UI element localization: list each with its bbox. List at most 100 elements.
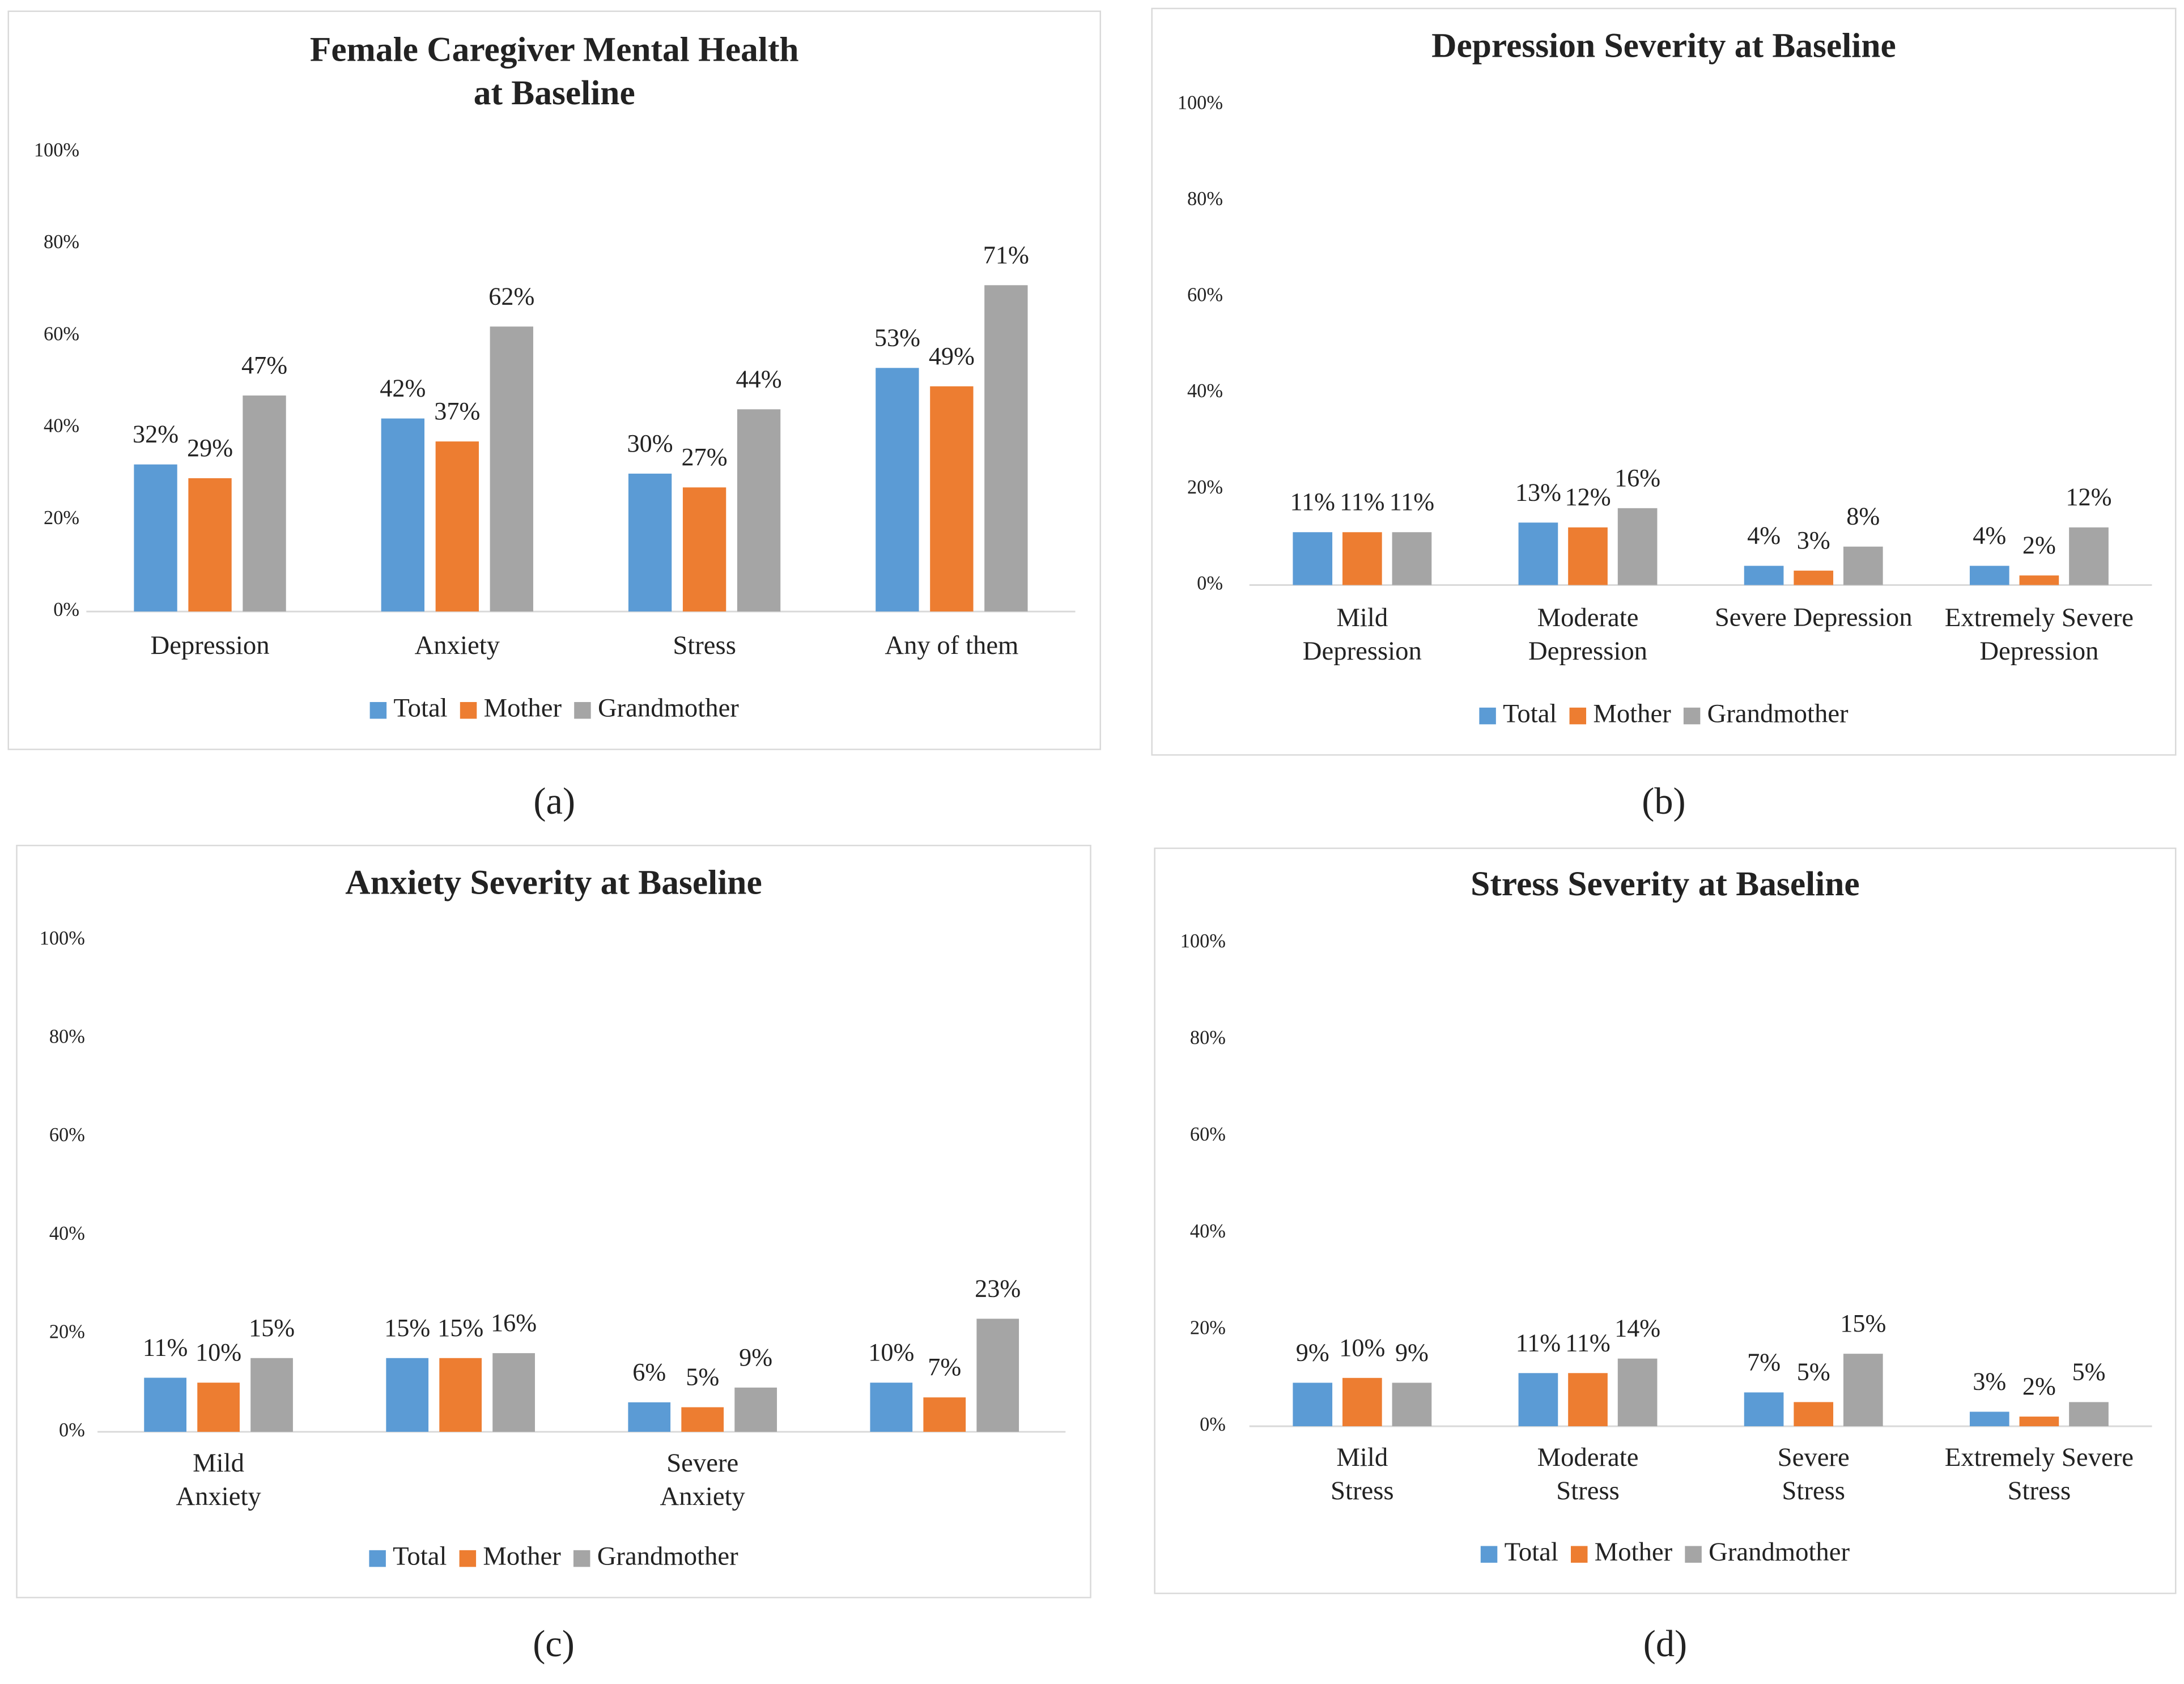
legend-label: Grandmother — [1709, 1537, 1850, 1567]
data-label: 44% — [736, 365, 782, 393]
bar — [870, 1383, 913, 1432]
bar — [381, 418, 425, 612]
data-label: 11% — [1390, 488, 1434, 516]
data-label: 71% — [983, 241, 1029, 269]
y-tick-label: 100% — [34, 139, 79, 161]
x-tick-label: Any of them — [885, 631, 1018, 660]
bar — [682, 487, 726, 612]
y-tick-label: 20% — [1187, 477, 1223, 498]
x-tick-label: Mild Depression — [1303, 603, 1422, 666]
y-tick-label: 40% — [1190, 1221, 1226, 1242]
bar — [1969, 1411, 2009, 1427]
bar — [2019, 1417, 2059, 1427]
chart-panel — [1151, 7, 2177, 756]
panel-label: (d) — [1643, 1623, 1687, 1665]
data-label: 62% — [488, 282, 534, 310]
legend-label: Mother — [483, 1541, 561, 1571]
y-tick-label: 60% — [44, 323, 79, 345]
data-label: 4% — [1973, 522, 2006, 550]
data-label: 16% — [1614, 464, 1660, 492]
bar — [439, 1358, 482, 1432]
bar — [876, 368, 919, 612]
bar — [1392, 1383, 1432, 1427]
legend-swatch — [369, 701, 387, 719]
data-label: 15% — [249, 1314, 295, 1342]
chart-title: Stress Severity at Baseline — [1471, 865, 1860, 903]
y-tick-label: 60% — [1190, 1124, 1226, 1145]
bar — [1342, 1377, 1382, 1427]
legend-label: Total — [393, 693, 447, 722]
bar — [386, 1358, 429, 1432]
bar — [1794, 571, 1834, 585]
x-tick-label: Severe Anxiety — [660, 1448, 745, 1511]
chart-title: Anxiety Severity at Baseline — [345, 864, 762, 902]
data-label: 9% — [1296, 1338, 1329, 1366]
y-tick-label: 20% — [1190, 1317, 1226, 1338]
data-label: 32% — [133, 420, 179, 448]
y-tick-label: 100% — [1180, 930, 1226, 952]
data-label: 8% — [1846, 503, 1880, 530]
bar — [976, 1319, 1019, 1432]
y-tick-label: 80% — [49, 1026, 85, 1048]
bar — [134, 464, 177, 612]
data-label: 10% — [196, 1338, 241, 1366]
bar — [737, 409, 781, 612]
bar — [628, 1402, 671, 1432]
data-label: 5% — [686, 1363, 719, 1391]
data-label: 11% — [143, 1333, 188, 1361]
panel-label: (c) — [533, 1623, 575, 1665]
legend-swatch — [369, 1550, 386, 1567]
y-tick-label: 40% — [44, 415, 79, 437]
bar — [1843, 546, 1883, 585]
bar — [1518, 1373, 1558, 1427]
x-tick-label: Extremely Severe Depression — [1945, 603, 2134, 666]
chart-panel — [16, 844, 1091, 1598]
legend-swatch — [1569, 707, 1587, 725]
bar — [492, 1353, 535, 1432]
data-label: 23% — [975, 1274, 1021, 1302]
data-label: 15% — [437, 1314, 483, 1342]
legend-label: Grandmother — [598, 693, 739, 722]
bar — [984, 285, 1028, 612]
y-tick-label: 100% — [40, 928, 85, 949]
bar — [2069, 1402, 2109, 1427]
bar — [1293, 532, 1333, 585]
legend-swatch — [1683, 707, 1701, 725]
bar — [1794, 1402, 1834, 1427]
y-tick-label: 0% — [53, 599, 79, 620]
bar — [1568, 1373, 1608, 1427]
data-label: 27% — [682, 443, 728, 471]
data-label: 2% — [2022, 1372, 2056, 1400]
data-label: 11% — [1565, 1329, 1610, 1356]
data-label: 15% — [384, 1314, 430, 1342]
chart-title: Depression Severity at Baseline — [1431, 26, 1896, 65]
legend-label: Total — [1505, 1537, 1558, 1567]
panel-label: (b) — [1642, 781, 1685, 822]
bar — [250, 1358, 293, 1432]
bar — [1392, 532, 1432, 585]
data-label: 9% — [739, 1343, 772, 1371]
y-tick-label: 80% — [44, 231, 79, 253]
legend-swatch — [1480, 1546, 1498, 1563]
x-tick-label: Extremely Severe Stress — [1945, 1443, 2134, 1506]
data-label: 16% — [491, 1309, 537, 1337]
legend-swatch — [459, 1550, 477, 1567]
data-label: 14% — [1614, 1315, 1660, 1342]
x-tick-label: Moderate Depression — [1528, 603, 1647, 666]
bar — [1969, 565, 2009, 585]
x-tick-label: Mild Stress — [1331, 1443, 1394, 1506]
data-label: 12% — [1565, 483, 1611, 511]
y-tick-label: 20% — [49, 1321, 85, 1342]
bar — [1843, 1354, 1883, 1427]
data-label: 11% — [1290, 488, 1335, 516]
data-label: 37% — [434, 397, 480, 425]
y-tick-label: 60% — [1187, 284, 1223, 306]
data-label: 29% — [187, 434, 233, 462]
data-label: 5% — [1797, 1358, 1830, 1385]
bar — [188, 478, 232, 612]
panel-label: (a) — [533, 781, 575, 822]
bar — [1293, 1383, 1333, 1427]
x-tick-label: Anxiety — [415, 631, 500, 660]
data-label: 6% — [632, 1358, 666, 1386]
data-label: 10% — [868, 1338, 914, 1366]
